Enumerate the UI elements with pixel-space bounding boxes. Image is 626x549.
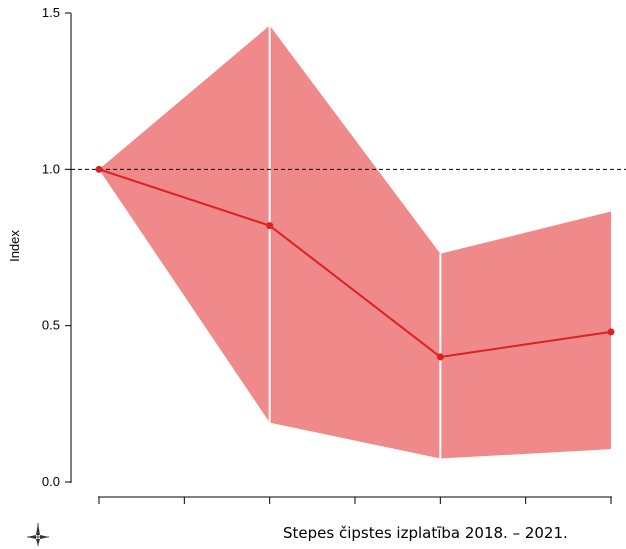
compass-rose-icon xyxy=(27,523,49,546)
data-point xyxy=(607,328,615,336)
y-tick-label: 0.5 xyxy=(42,318,60,333)
y-axis-title: Index xyxy=(7,230,22,262)
y-tick-label: 1.0 xyxy=(42,161,60,176)
confidence-band-area xyxy=(99,25,611,459)
y-tick-label: 0.0 xyxy=(42,474,60,489)
index-series xyxy=(95,165,615,361)
data-point xyxy=(95,165,103,173)
confidence-band xyxy=(99,25,611,459)
series-line xyxy=(98,168,612,358)
data-point xyxy=(266,222,274,230)
map-caption: Stepes čipstes izplatība 2018. – 2021. xyxy=(283,524,568,542)
data-point xyxy=(436,353,444,361)
axes: 0.0 0.5 1.0 1.5 xyxy=(42,5,612,504)
y-tick-label: 1.5 xyxy=(42,5,60,20)
